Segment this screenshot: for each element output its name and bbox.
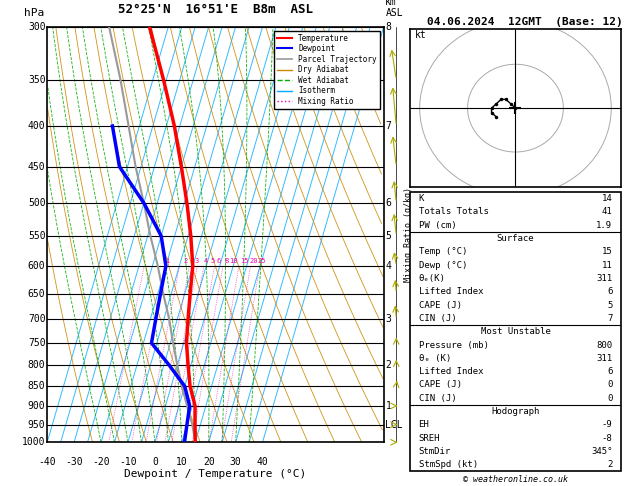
Text: 25: 25: [257, 258, 265, 264]
Text: 1.9: 1.9: [596, 221, 613, 230]
Text: Most Unstable: Most Unstable: [481, 327, 550, 336]
Text: 40: 40: [257, 457, 269, 467]
Text: 2: 2: [607, 460, 613, 469]
Text: 20: 20: [249, 258, 258, 264]
Text: 1: 1: [165, 258, 169, 264]
Text: 400: 400: [28, 121, 45, 131]
Text: 750: 750: [28, 338, 45, 348]
Text: 700: 700: [28, 314, 45, 324]
Text: 800: 800: [596, 341, 613, 349]
Text: 850: 850: [28, 381, 45, 391]
Text: Mixing Ratio (g/kg): Mixing Ratio (g/kg): [404, 187, 413, 282]
Text: 950: 950: [28, 419, 45, 430]
Text: Dewp (°C): Dewp (°C): [418, 260, 467, 270]
Text: Surface: Surface: [497, 234, 534, 243]
Text: 311: 311: [596, 354, 613, 363]
Text: 450: 450: [28, 162, 45, 172]
Text: 300: 300: [28, 22, 45, 32]
Text: 6: 6: [607, 367, 613, 376]
Text: CAPE (J): CAPE (J): [418, 300, 462, 310]
Text: Pressure (mb): Pressure (mb): [418, 341, 488, 349]
Text: 8: 8: [386, 22, 391, 32]
Text: θₑ(K): θₑ(K): [418, 274, 445, 283]
Text: 3: 3: [386, 314, 391, 324]
Text: Hodograph: Hodograph: [491, 407, 540, 416]
Text: 6: 6: [607, 287, 613, 296]
Text: 0: 0: [607, 381, 613, 389]
Text: CIN (J): CIN (J): [418, 394, 456, 403]
Text: 14: 14: [602, 194, 613, 203]
Text: hPa: hPa: [24, 8, 44, 18]
Text: -10: -10: [119, 457, 136, 467]
Text: 5: 5: [211, 258, 215, 264]
Text: Dewpoint / Temperature (°C): Dewpoint / Temperature (°C): [125, 469, 306, 479]
Text: StmSpd (kt): StmSpd (kt): [418, 460, 477, 469]
Text: 800: 800: [28, 360, 45, 370]
Text: -30: -30: [65, 457, 83, 467]
Text: 345°: 345°: [591, 447, 613, 456]
Text: 15: 15: [240, 258, 248, 264]
Text: LCL: LCL: [386, 419, 403, 430]
Text: 0: 0: [152, 457, 158, 467]
Text: 41: 41: [602, 208, 613, 216]
Text: 550: 550: [28, 231, 45, 241]
Text: 900: 900: [28, 401, 45, 411]
Text: 2: 2: [184, 258, 188, 264]
Text: 600: 600: [28, 261, 45, 271]
Text: 52°25'N  16°51'E  B8m  ASL: 52°25'N 16°51'E B8m ASL: [118, 3, 313, 17]
Text: 5: 5: [386, 231, 391, 241]
Text: km
ASL: km ASL: [386, 0, 403, 18]
Text: 6: 6: [386, 198, 391, 208]
Text: © weatheronline.co.uk: © weatheronline.co.uk: [464, 474, 568, 484]
Text: -40: -40: [38, 457, 56, 467]
Text: 500: 500: [28, 198, 45, 208]
Text: 350: 350: [28, 75, 45, 85]
Text: 15: 15: [602, 247, 613, 256]
Text: PW (cm): PW (cm): [418, 221, 456, 230]
Text: 1000: 1000: [22, 437, 45, 447]
Text: -9: -9: [602, 420, 613, 429]
Text: 10: 10: [229, 258, 237, 264]
Text: EH: EH: [418, 420, 429, 429]
Text: 4: 4: [386, 261, 391, 271]
Text: K: K: [418, 194, 424, 203]
Text: 10: 10: [176, 457, 187, 467]
Text: 4: 4: [204, 258, 208, 264]
Text: CIN (J): CIN (J): [418, 314, 456, 323]
Text: θₑ (K): θₑ (K): [418, 354, 451, 363]
Text: 311: 311: [596, 274, 613, 283]
Text: StmDir: StmDir: [418, 447, 451, 456]
Text: 04.06.2024  12GMT  (Base: 12): 04.06.2024 12GMT (Base: 12): [427, 17, 623, 27]
Text: 1: 1: [386, 401, 391, 411]
Text: 3: 3: [195, 258, 199, 264]
Text: 2: 2: [386, 360, 391, 370]
Text: 6: 6: [216, 258, 221, 264]
Text: 650: 650: [28, 289, 45, 298]
Text: Lifted Index: Lifted Index: [418, 287, 483, 296]
Text: kt: kt: [415, 30, 426, 40]
Text: Lifted Index: Lifted Index: [418, 367, 483, 376]
Text: 7: 7: [607, 314, 613, 323]
Text: SREH: SREH: [418, 434, 440, 443]
Text: -8: -8: [602, 434, 613, 443]
Text: CAPE (J): CAPE (J): [418, 381, 462, 389]
Text: 7: 7: [386, 121, 391, 131]
Text: -20: -20: [92, 457, 110, 467]
Legend: Temperature, Dewpoint, Parcel Trajectory, Dry Adiabat, Wet Adiabat, Isotherm, Mi: Temperature, Dewpoint, Parcel Trajectory…: [274, 31, 380, 109]
Text: 0: 0: [607, 394, 613, 403]
Text: Totals Totals: Totals Totals: [418, 208, 488, 216]
Text: 20: 20: [203, 457, 214, 467]
Text: 5: 5: [607, 300, 613, 310]
Text: 11: 11: [602, 260, 613, 270]
Text: Temp (°C): Temp (°C): [418, 247, 467, 256]
Text: 8: 8: [225, 258, 228, 264]
Text: 30: 30: [230, 457, 242, 467]
